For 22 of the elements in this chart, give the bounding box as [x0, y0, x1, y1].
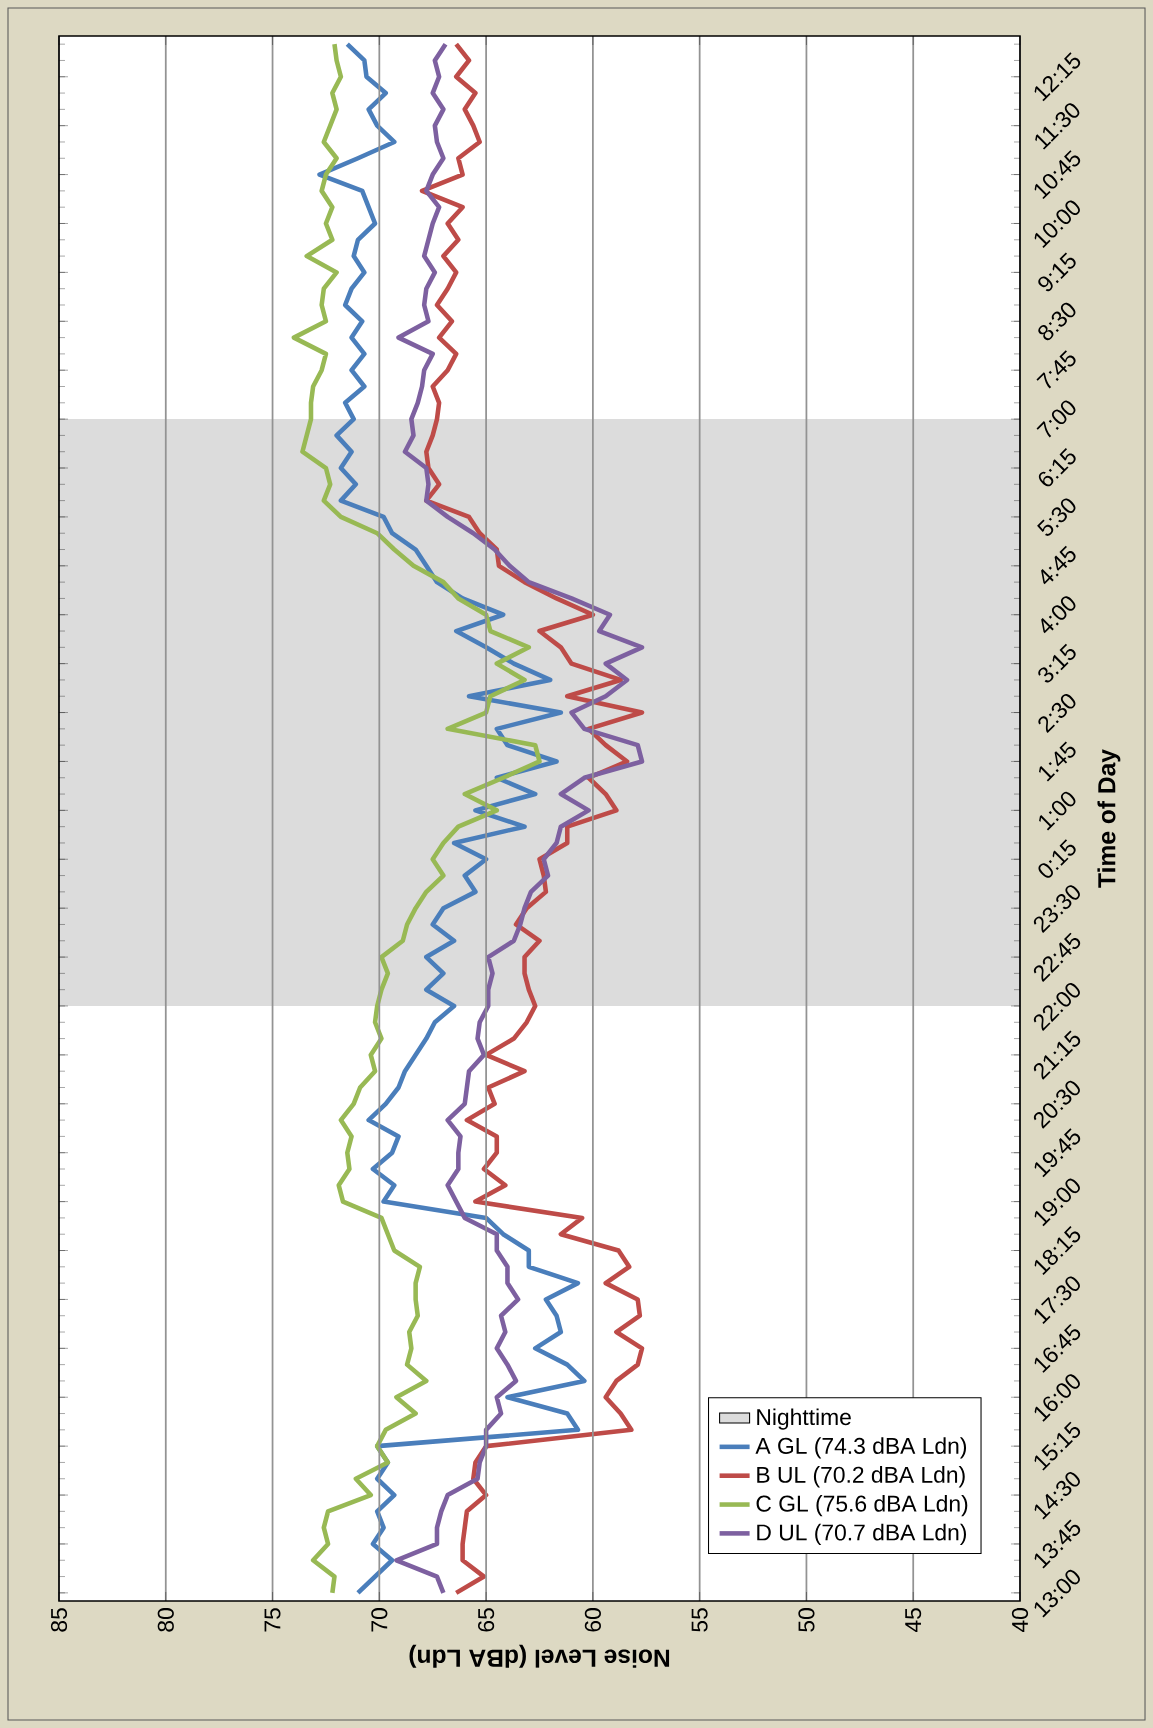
legend-label: B UL (70.2 dBA Ldn)	[757, 1466, 965, 1488]
y-tick-label: 5:30	[1037, 498, 1076, 536]
x-tick-label: 55	[691, 1608, 708, 1632]
y-tick-label: 4:00	[1041, 596, 1076, 634]
legend-label: D UL (70.7 dBA Ldn)	[757, 1523, 967, 1546]
x-tick-label: 70	[371, 1608, 388, 1632]
x-tick-label: 40	[1011, 1608, 1029, 1633]
legend-label: Nighttime	[757, 1408, 851, 1430]
legend-label: A GL (74.3 dBA Ldn)	[755, 1437, 967, 1459]
x-tick-label: 85	[50, 1608, 68, 1632]
x-tick-label: 75	[264, 1608, 281, 1632]
x-tick-label: 80	[157, 1608, 174, 1632]
x-axis-title: Noise Level (dBA Ldn)	[409, 1644, 670, 1668]
legend-label: C GL (75.6 dBA Ldn)	[756, 1494, 968, 1517]
x-tick-label: 60	[584, 1608, 601, 1632]
y-tick-label: 4:45	[1041, 545, 1076, 585]
x-tick-label: 50	[798, 1608, 815, 1632]
y-tick-label: 1:00	[1039, 791, 1076, 831]
y-tick-label: 7:00	[1036, 400, 1076, 438]
x-tick-label: 45	[905, 1608, 922, 1633]
y-axis-title: Time of Day	[1097, 749, 1121, 888]
x-tick-label: 65	[478, 1608, 495, 1632]
